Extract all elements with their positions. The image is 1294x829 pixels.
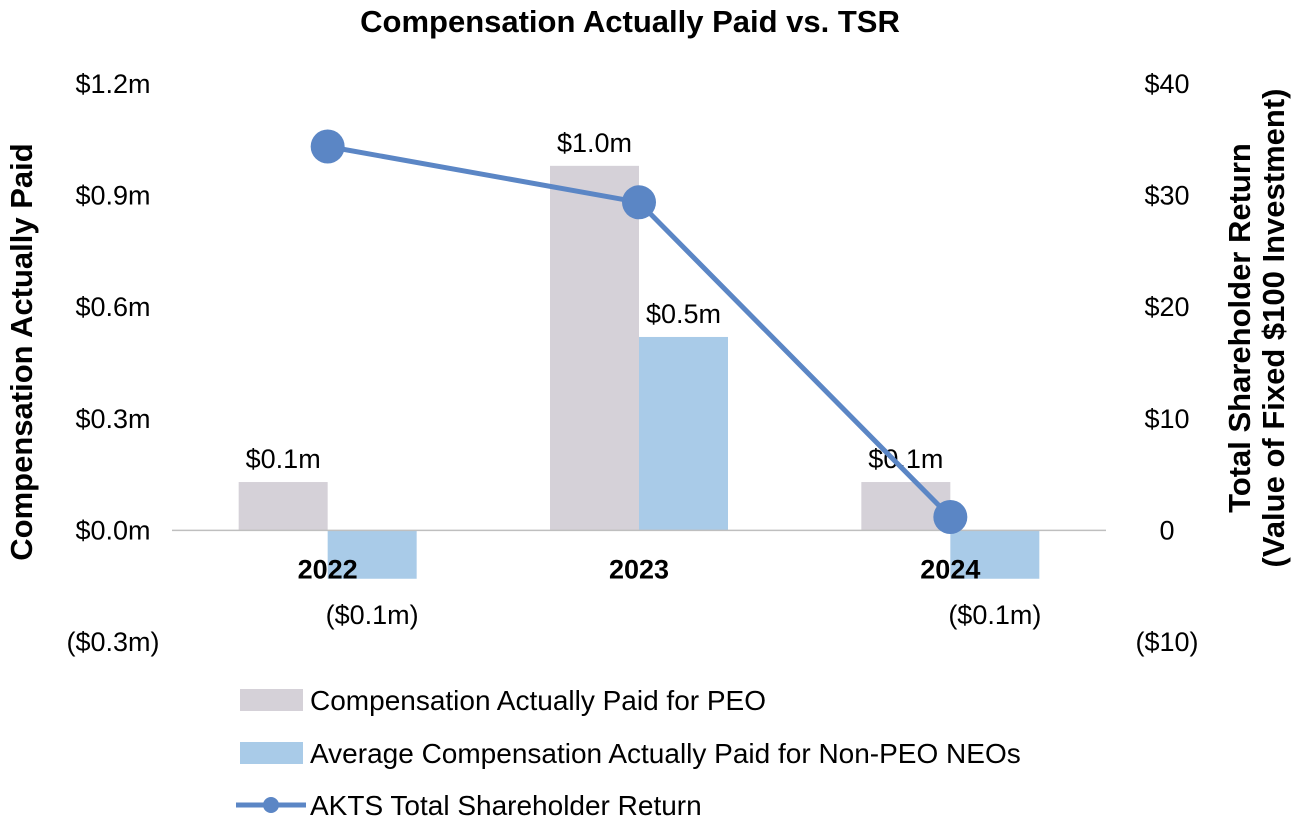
legend-label: Average Compensation Actually Paid for N… [310,738,1021,769]
y-left-axis-title: Compensation Actually Paid [4,143,39,560]
legend-label: AKTS Total Shareholder Return [310,790,702,821]
bar-data-label: $1.0m [557,128,632,158]
tsr-point [310,129,345,164]
tsr-point [622,185,656,220]
y-left-tick-label: $0.0m [75,515,150,545]
plot-area: $1.2m $0.9m $0.6m $0.3m $0.0m ($0.3m) $40 $30 $2… [66,69,1198,657]
y-left-tick-label: $0.3m [75,404,150,434]
bar-data-label: ($0.1m) [326,600,419,630]
y-right-axis-title-line2: (Value of Fixed $100 Investment) [1256,89,1291,568]
y-right-tick-label: $40 [1144,69,1189,99]
bar-non-peo [639,336,728,531]
legend-swatch [240,742,303,764]
y-left-tick-label: ($0.3m) [66,627,159,657]
legend-swatch [240,689,303,711]
tsr-point [933,500,968,535]
bar-data-label: $0.1m [246,444,321,474]
x-category-label: 2024 [920,554,980,584]
legend-marker [263,797,279,813]
legend-label: Compensation Actually Paid for PEO [310,685,766,716]
bar-data-label: ($0.1m) [948,600,1041,630]
bar-peo [238,482,328,531]
bar-peo [550,165,639,531]
y-right-tick-label: ($10) [1135,627,1198,657]
y-left-tick-label: $0.6m [75,292,150,322]
bar-data-label: $0.5m [646,299,721,329]
y-right-tick-label: $20 [1144,292,1189,322]
y-right-tick-label: $30 [1144,181,1189,211]
bar-non-peo [327,530,417,579]
x-category-label: 2022 [298,554,358,584]
y-left-tick-label: $0.9m [75,181,150,211]
chart-title: Compensation Actually Paid vs. TSR [360,4,900,39]
bar-non-peo [950,530,1040,579]
legend: Compensation Actually Paid for PEO Averag… [236,685,1021,821]
y-right-tick-label: 0 [1159,515,1174,545]
x-category-label: 2023 [609,554,669,584]
y-right-tick-label: $10 [1144,404,1189,434]
y-left-tick-label: $1.2m [75,69,150,99]
y-right-axis-title-line1: Total Shareholder Return [1222,143,1257,513]
